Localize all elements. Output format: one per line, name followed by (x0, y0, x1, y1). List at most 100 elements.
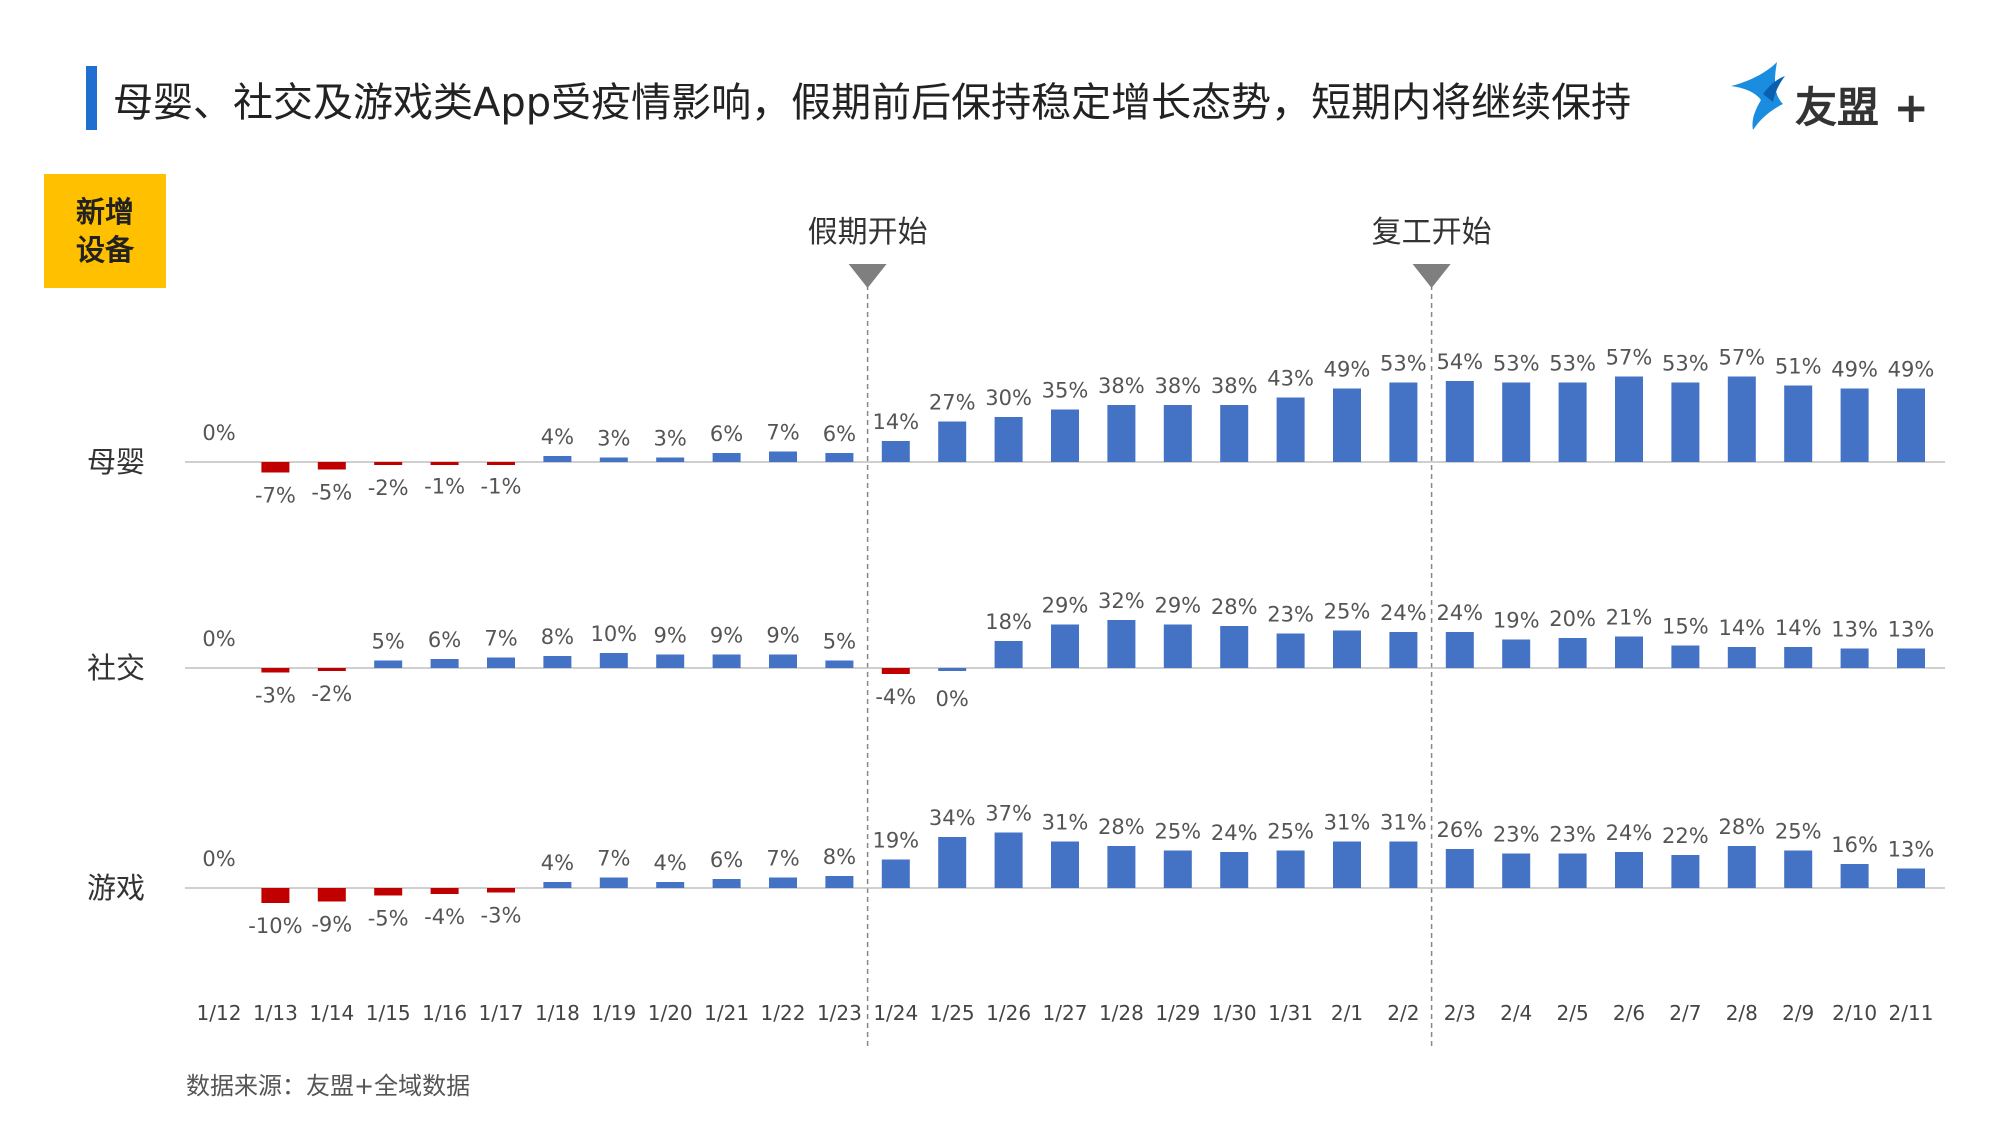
category-tick-label: 1/22 (761, 1001, 806, 1025)
bar (1558, 382, 1587, 462)
bar (656, 882, 685, 888)
bar (1615, 636, 1643, 668)
data-label: 51% (1775, 355, 1822, 379)
category-tick-label: 1/24 (873, 1001, 918, 1025)
series-label: 游戏 (87, 871, 145, 905)
data-label: 49% (1888, 358, 1935, 382)
data-label: -5% (368, 907, 409, 931)
category-tick-label: 1/15 (366, 1001, 411, 1025)
data-label: 31% (1324, 811, 1371, 835)
data-label: 18% (985, 610, 1032, 634)
bar (1389, 632, 1418, 668)
data-label: 53% (1549, 352, 1596, 376)
bar (769, 654, 797, 668)
category-tick-label: 1/29 (1155, 1001, 1200, 1025)
bar (374, 660, 403, 668)
bar (317, 462, 346, 470)
bar (1333, 841, 1361, 888)
bar (1051, 409, 1079, 462)
data-label: 57% (1606, 346, 1653, 370)
data-label: -3% (255, 684, 296, 708)
badge-line-1: 新增 (75, 195, 134, 229)
data-label: 7% (484, 627, 517, 651)
bar (1163, 405, 1192, 462)
data-label: -2% (368, 476, 409, 500)
category-tick-label: 1/25 (930, 1001, 975, 1025)
category-tick-label: 1/12 (197, 1001, 242, 1025)
badge-line-2: 设备 (75, 233, 134, 267)
data-label: 13% (1831, 618, 1878, 642)
page-title: 母婴、社交及游戏类App受疫情影响，假期前后保持稳定增长态势，短期内将继续保持 (113, 80, 1632, 126)
data-label: 4% (541, 425, 574, 449)
category-tick-label: 2/6 (1613, 1001, 1645, 1025)
bar (1558, 853, 1587, 888)
bar (769, 877, 797, 888)
category-tick-label: 1/17 (479, 1001, 524, 1025)
data-label: 6% (823, 422, 856, 446)
data-label: 28% (1211, 595, 1258, 619)
category-tick-label: 2/7 (1669, 1001, 1701, 1025)
data-label: 49% (1831, 358, 1878, 382)
category-tick-label: 1/13 (253, 1001, 298, 1025)
bar (994, 641, 1023, 668)
bar (261, 668, 290, 673)
series-label: 社交 (87, 651, 145, 685)
data-label: 13% (1888, 618, 1935, 642)
data-label: 0% (202, 847, 235, 871)
bar (1333, 630, 1361, 668)
bar (1615, 852, 1643, 888)
data-label: 15% (1662, 615, 1709, 639)
bar (938, 837, 967, 888)
data-label: -2% (311, 682, 352, 706)
bar (430, 888, 459, 894)
data-label: 34% (929, 806, 976, 830)
data-label: 53% (1493, 352, 1540, 376)
data-label: -5% (311, 481, 352, 505)
data-label: 29% (1042, 594, 1089, 618)
category-tick-label: 1/21 (704, 1001, 749, 1025)
bar (881, 441, 910, 462)
data-label: -1% (481, 475, 522, 499)
bar (1445, 632, 1474, 668)
bar (487, 888, 515, 893)
data-label: 9% (710, 624, 743, 648)
data-label: 38% (1098, 374, 1145, 398)
bar (430, 462, 459, 465)
category-tick-label: 1/30 (1212, 1001, 1257, 1025)
data-label: 14% (872, 410, 919, 434)
data-label: 24% (1380, 601, 1427, 625)
data-label: 25% (1154, 820, 1201, 844)
data-label: 49% (1324, 358, 1371, 382)
bar (1671, 855, 1700, 888)
bar (317, 668, 346, 671)
bar (1840, 388, 1869, 462)
data-label: 28% (1718, 815, 1765, 839)
bar (825, 660, 854, 668)
bar (374, 888, 403, 896)
data-label: 14% (1718, 616, 1765, 640)
bar (543, 656, 572, 668)
bar (543, 882, 572, 888)
bar (712, 453, 741, 462)
bar (1107, 620, 1136, 668)
category-tick-label: 1/19 (591, 1001, 636, 1025)
data-label: 20% (1549, 607, 1596, 631)
data-label: 22% (1662, 824, 1709, 848)
data-label: 0% (202, 421, 235, 445)
data-label: 25% (1324, 600, 1371, 624)
bar (656, 654, 685, 668)
data-label: 24% (1436, 601, 1483, 625)
data-label: 24% (1211, 821, 1258, 845)
bar (712, 879, 741, 888)
bar (430, 659, 459, 668)
bar (599, 877, 628, 888)
data-label: 4% (541, 851, 574, 875)
bar (938, 421, 967, 462)
bar (1558, 638, 1587, 668)
bar (1276, 633, 1305, 668)
category-tick-label: 2/2 (1387, 1001, 1419, 1025)
bar (994, 417, 1023, 462)
bar (825, 876, 854, 888)
metric-badge: 新增 设备 (44, 174, 166, 288)
